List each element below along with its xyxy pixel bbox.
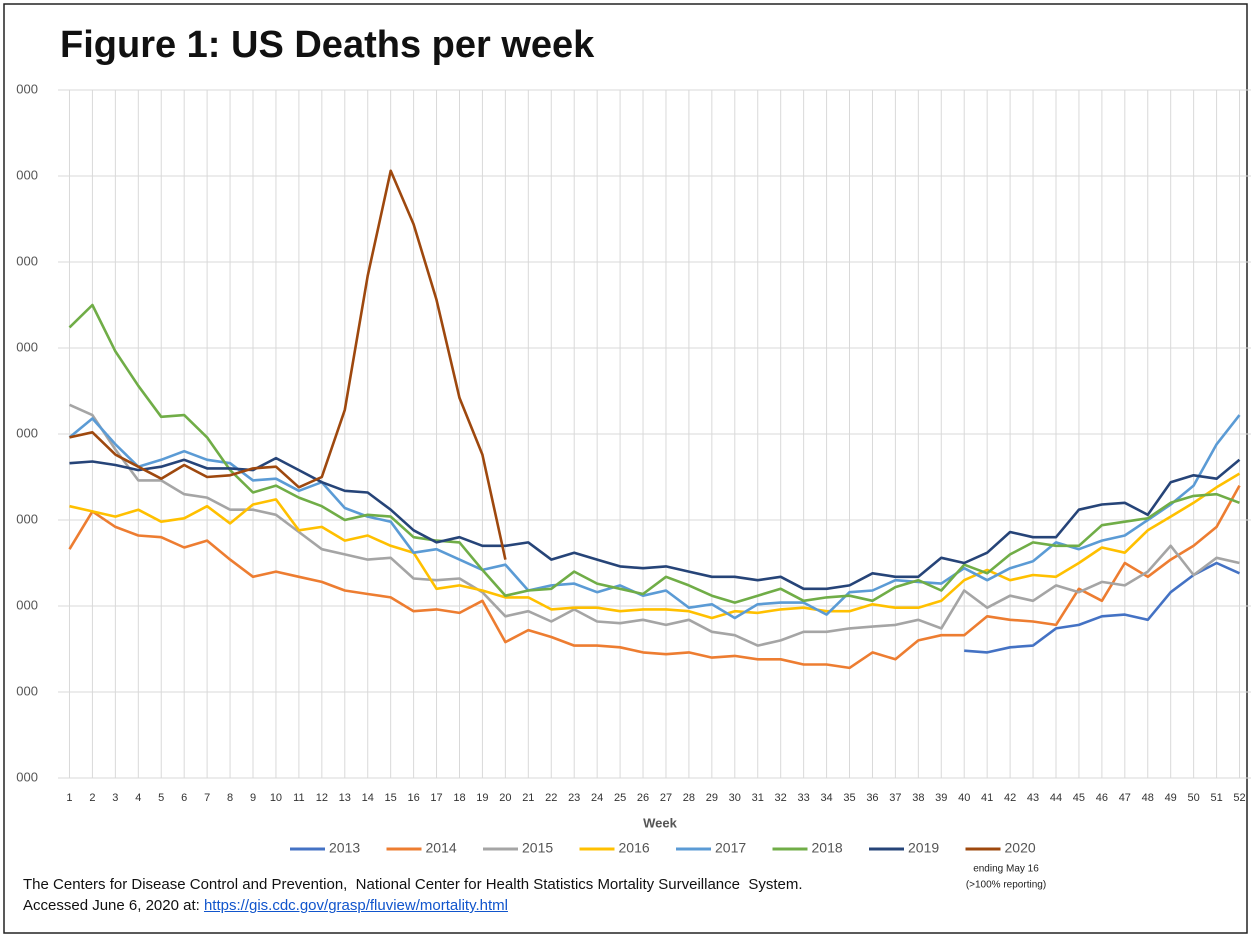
x-tick-label: 46 [1096,792,1108,804]
x-tick-label: 12 [316,792,328,804]
legend-note: (>100% reporting) [966,880,1046,891]
x-tick-label: 2 [89,792,95,804]
legend-label: 2020 [1005,840,1036,856]
x-tick-label: 36 [866,792,878,804]
y-tick-label: 000 [16,597,38,612]
series-line [68,303,1240,604]
series-line [68,414,1241,620]
x-tick-label: 33 [798,792,810,804]
series-line [69,472,1241,620]
legend-label: 2013 [329,840,360,856]
x-tick-label: 35 [843,792,855,804]
source-link[interactable]: https://gis.cdc.gov/grasp/fluview/mortal… [203,897,508,914]
y-tick-label: 000 [16,425,38,440]
x-tick-label: 24 [591,792,603,804]
x-tick-label: 19 [476,792,488,804]
x-tick-label: 44 [1050,792,1062,804]
x-tick-label: 18 [453,792,465,804]
x-tick-label: 20 [499,792,511,804]
x-tick-label: 4 [135,792,141,804]
x-tick-label: 5 [158,792,164,804]
accessed: Accessed June 6, 2020 at: [23,897,200,914]
y-tick-label: 000 [16,253,38,268]
x-tick-label: 41 [981,792,993,804]
source-accessed: Accessed June 6, 2020 at: https://gis.cd… [23,897,508,914]
x-tick-label: 28 [683,792,695,804]
legend-label: 2016 [619,840,650,856]
x-tick-label: 39 [935,792,947,804]
x-tick-label: 13 [339,792,351,804]
x-tick-label: 43 [1027,792,1039,804]
x-tick-label: 17 [430,792,442,804]
x-tick-label: 50 [1188,792,1200,804]
frame [3,3,1248,934]
x-tick-label: 23 [568,792,580,804]
legend-label: 2014 [426,840,457,856]
x-tick-label: 45 [1073,792,1085,804]
y-tick-label: 000 [16,167,38,182]
y-tick-label: 000 [16,81,38,96]
x-tick-label: 38 [912,792,924,804]
x-tick-label: 27 [660,792,672,804]
x-tick-label: 37 [889,792,901,804]
x-tick-label: 30 [729,792,741,804]
x-tick-label: 34 [820,792,832,804]
x-tick-label: 15 [385,792,397,804]
x-tick-label: 1 [66,792,72,804]
x-tick-label: 29 [706,792,718,804]
x-tick-label: 8 [227,792,233,804]
series-line [68,484,1241,670]
y-tick-label: 000 [16,683,38,698]
x-tick-label: 51 [1210,792,1222,804]
legend-label: 2018 [812,840,843,856]
x-tick-label: 10 [270,792,282,804]
x-tick-label: 22 [545,792,557,804]
legend-note: ending May 16 [973,864,1039,875]
legend-label: 2015 [522,840,553,856]
series-line [68,403,1240,647]
series-line [69,169,507,560]
x-tick-label: 16 [407,792,419,804]
legend-label: 2017 [715,840,746,856]
x-tick-label: 42 [1004,792,1016,804]
x-tick-label: 7 [204,792,210,804]
x-axis-label: Week [643,815,677,830]
x-tick-label: 9 [250,792,256,804]
chart-title: Figure 1: US Deaths per week [60,24,595,66]
x-tick-label: 31 [752,792,764,804]
x-tick-label: 26 [637,792,649,804]
y-tick-label: 000 [16,511,38,526]
legend-label: 2019 [908,840,939,856]
x-tick-label: 3 [112,792,118,804]
x-tick-label: 48 [1142,792,1154,804]
y-tick-label: 000 [16,339,38,354]
x-tick-label: 40 [958,792,970,804]
x-tick-label: 6 [181,792,187,804]
x-tick-label: 32 [775,792,787,804]
source-text: The Centers for Disease Control and Prev… [23,876,803,893]
x-tick-label: 52 [1233,792,1245,804]
x-tick-label: 47 [1119,792,1131,804]
y-tick-label: 000 [16,769,38,784]
x-tick-label: 14 [362,792,374,804]
x-tick-label: 11 [293,792,304,804]
x-tick-label: 49 [1165,792,1177,804]
x-tick-label: 21 [522,792,534,804]
series-line [69,456,1241,591]
x-tick-label: 25 [614,792,626,804]
